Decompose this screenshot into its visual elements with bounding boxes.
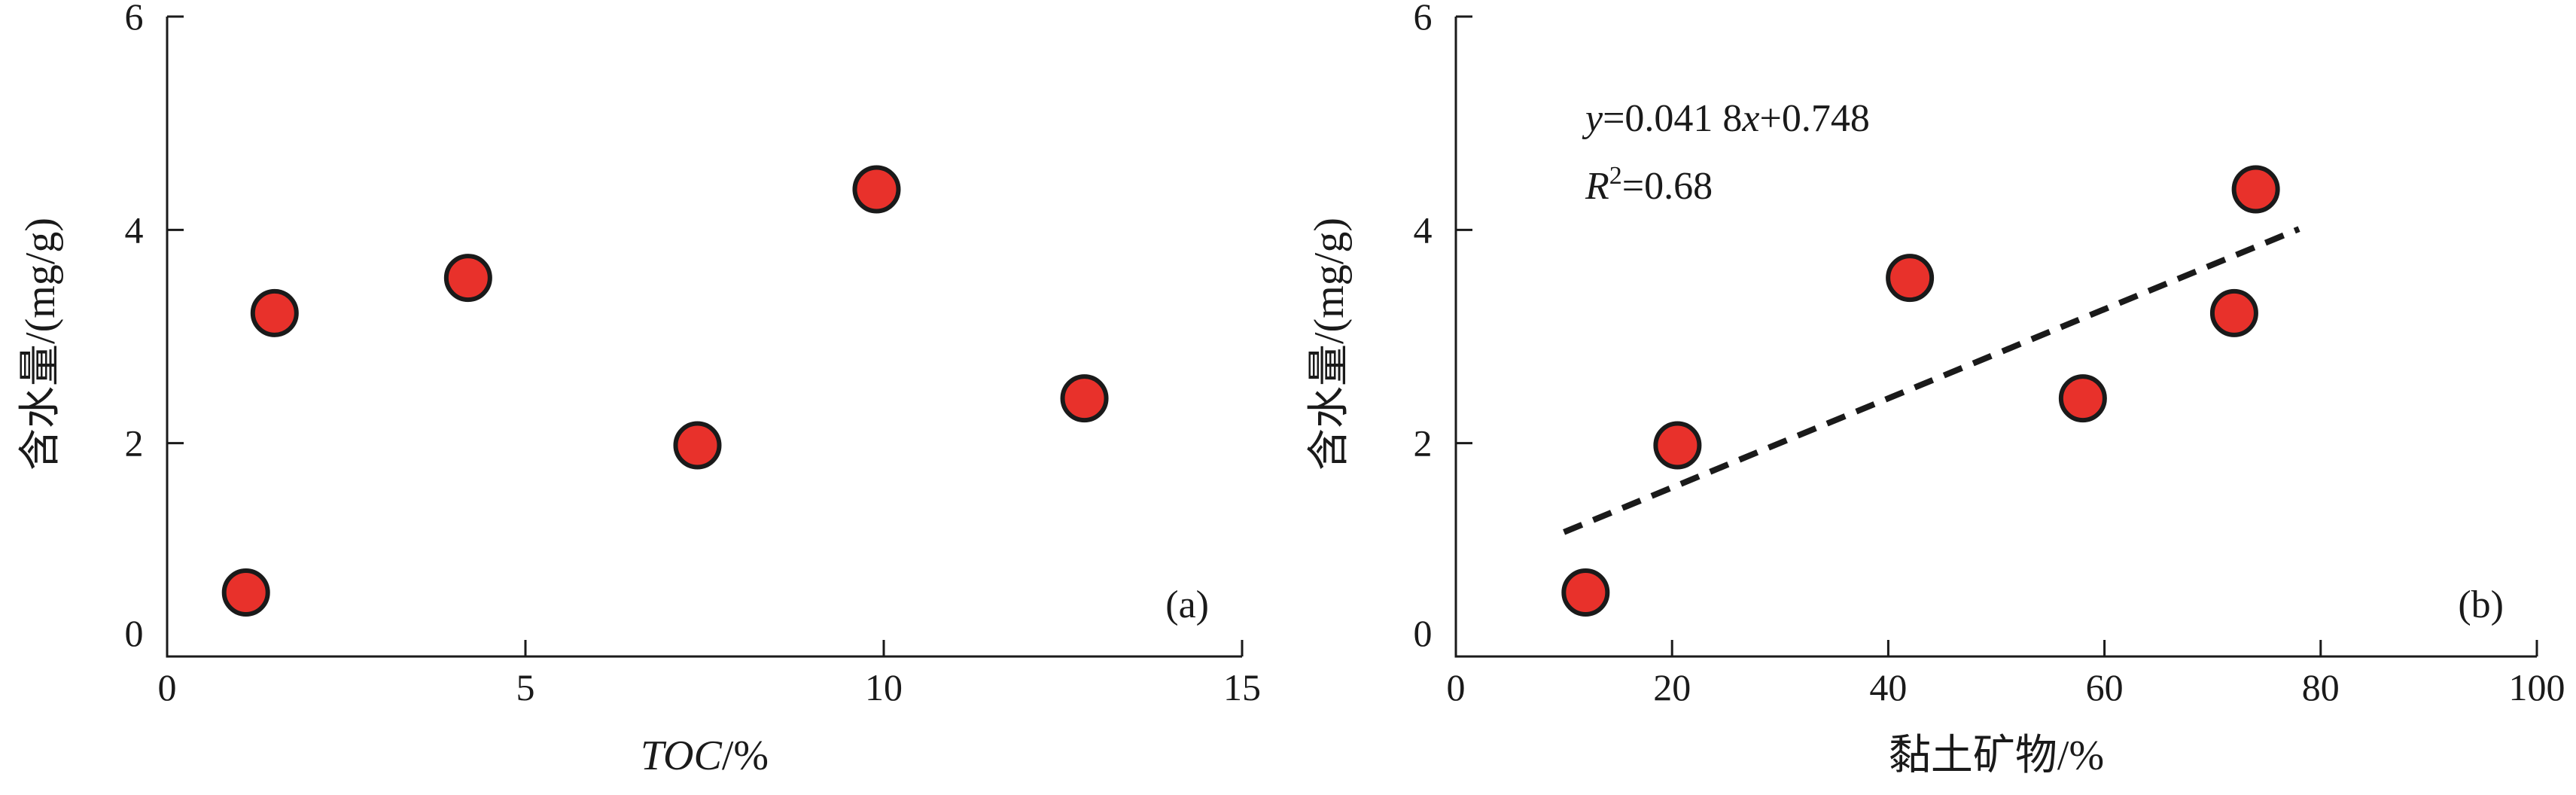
x-tick-label: 0	[1447, 666, 1466, 708]
panel-b-y-axis-title: 含水量/(mg/g)	[1306, 218, 1353, 471]
r-squared-label: R2=0.68	[1585, 162, 1713, 208]
x-tick-label: 80	[2302, 666, 2340, 708]
data-point	[852, 165, 901, 214]
panel-b-x-axis-title: 黏土矿物/%	[1889, 733, 2104, 779]
data-point	[2231, 165, 2280, 214]
chart-panel-a: 0 2 4 6 0 5 10 15 含水量/(mg/g) TOC/% (a)	[17, 0, 1261, 779]
panel-a-label: (a)	[1165, 583, 1209, 626]
y-tick-label: 0	[125, 612, 144, 654]
eq-plus: +	[1760, 97, 1782, 140]
x-tick-label: 10	[865, 666, 903, 708]
eq-equals: =	[1603, 97, 1624, 140]
panel-a-ticks: 0 2 4 6 0 5 10 15	[125, 0, 1262, 708]
panel-b-trendline	[1563, 226, 2300, 535]
panel-a-y-axis-title: 含水量/(mg/g)	[17, 218, 64, 471]
data-point	[1561, 568, 1610, 617]
y-tick-label: 2	[1414, 422, 1433, 465]
y-tick-label: 0	[1414, 612, 1433, 654]
data-point	[221, 568, 270, 617]
r-squared-value: 0.68	[1644, 165, 1713, 208]
data-point	[443, 254, 492, 303]
eq-intercept: 0.748	[1782, 97, 1870, 140]
panel-a-x-axis-title: TOC/%	[641, 733, 769, 779]
x-tick-label: 20	[1653, 666, 1691, 708]
data-point	[1886, 254, 1935, 303]
y-tick-label: 6	[125, 0, 144, 38]
panel-a-axes	[166, 17, 1242, 658]
y-tick-label: 4	[1414, 209, 1433, 251]
x-tick-label: 60	[2086, 666, 2124, 708]
data-point	[1060, 374, 1109, 423]
r-equals: =	[1622, 165, 1644, 208]
panel-a-x-axis-title-unit: /%	[722, 733, 769, 779]
panel-a-x-axis-title-italic: TOC	[641, 733, 723, 779]
eq-x-var: x	[1741, 97, 1759, 140]
y-tick-label: 4	[125, 209, 144, 251]
data-point	[2209, 288, 2258, 337]
y-tick-label: 6	[1414, 0, 1433, 38]
eq-coefficient: 0.041 8	[1624, 97, 1742, 140]
data-point	[2058, 374, 2107, 423]
data-point	[250, 288, 299, 337]
panel-b-label: (b)	[2458, 583, 2504, 626]
panel-a-points	[221, 165, 1109, 617]
data-point	[1653, 421, 1702, 470]
regression-equation: y=0.041 8x+0.748	[1582, 97, 1870, 140]
x-tick-label: 0	[158, 666, 177, 708]
x-tick-label: 15	[1223, 666, 1261, 708]
x-tick-label: 5	[516, 666, 535, 708]
x-tick-label: 40	[1869, 666, 1907, 708]
panel-b-points	[1561, 165, 2280, 617]
r-var: R	[1585, 165, 1609, 208]
x-tick-label: 100	[2509, 666, 2565, 708]
data-point	[673, 421, 722, 470]
panel-b-axes	[1454, 17, 2537, 658]
r-superscript: 2	[1609, 162, 1622, 190]
eq-y-var: y	[1582, 97, 1603, 140]
y-tick-label: 2	[125, 422, 144, 465]
